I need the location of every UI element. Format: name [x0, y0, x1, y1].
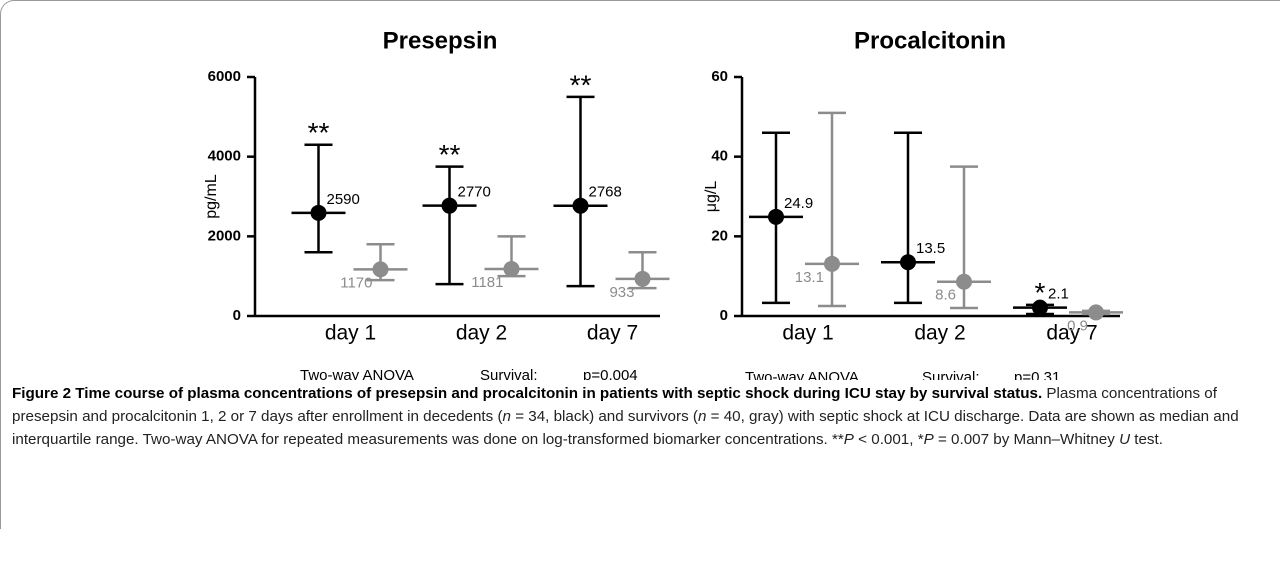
significance-marker: ** — [570, 69, 592, 100]
caption-text: n — [697, 408, 707, 425]
y-tick-label: 2000 — [208, 227, 241, 244]
value-label: 1170 — [340, 274, 372, 291]
median-dot — [956, 273, 972, 290]
median-dot — [1032, 299, 1048, 316]
x-tick-label: day 1 — [782, 322, 833, 345]
y-tick-label: 40 — [711, 148, 728, 165]
stats-text: Survival: — [480, 367, 538, 380]
y-tick-label: 20 — [711, 227, 728, 244]
median-dot — [372, 261, 389, 278]
caption-text: = 40, gray) with septic shock at ICU dis… — [12, 408, 1239, 448]
caption: Figure 2 Time course of plasma concentra… — [12, 382, 1270, 451]
chart-title: Procalcitonin — [854, 27, 1006, 54]
chart-title: Presepsin — [383, 27, 498, 54]
median-dot — [310, 204, 327, 221]
median-dot — [768, 208, 784, 225]
caption-text: Plasma concentrations of presepsin and p… — [12, 385, 1217, 425]
median-dot — [900, 254, 916, 271]
x-tick-label: day 2 — [456, 322, 507, 345]
stats-text: p=0.31 — [1014, 369, 1060, 380]
y-axis-label: pg/mL — [203, 174, 220, 219]
x-tick-label: day 2 — [914, 322, 965, 345]
median-dot — [441, 197, 458, 214]
x-tick-label: day 7 — [587, 322, 638, 345]
y-tick-label: 6000 — [208, 68, 241, 85]
caption-text: P — [923, 431, 934, 448]
stats-text: Survival: — [922, 369, 980, 380]
stats-label: Two-way ANOVA — [300, 367, 414, 380]
stats-text: p=0.004 — [583, 367, 638, 380]
value-label: 1181 — [471, 274, 503, 291]
y-tick-label: 0 — [233, 307, 241, 324]
significance-marker: * — [1035, 277, 1046, 308]
value-label: 2.1 — [1048, 286, 1069, 303]
caption-text: test. — [1130, 431, 1163, 448]
value-label: 2770 — [458, 184, 491, 201]
caption-text: n — [502, 408, 511, 425]
y-axis-label: μg/L — [703, 181, 720, 213]
median-dot — [572, 197, 589, 214]
median-dot — [824, 255, 840, 272]
y-tick-label: 60 — [711, 68, 728, 85]
significance-marker: ** — [439, 139, 461, 170]
median-dot — [1088, 304, 1104, 321]
caption-text: = 34, black) and survivors ( — [510, 408, 698, 425]
y-tick-label: 4000 — [208, 148, 241, 165]
caption-text: = 0.007 by Mann–Whitney — [933, 431, 1120, 448]
caption-text: < 0.001, * — [853, 431, 924, 448]
y-tick-label: 0 — [720, 307, 728, 324]
value-label: 0.9 — [1067, 317, 1088, 334]
value-label: 933 — [609, 284, 634, 301]
stats-label: Two-way ANOVA — [745, 369, 859, 380]
x-tick-label: day 7 — [1046, 322, 1097, 345]
median-dot — [634, 270, 651, 287]
value-label: 13.1 — [795, 269, 824, 286]
caption-title: Figure 2 Time course of plasma concentra… — [12, 385, 1043, 402]
charts: Presepsin pg/mL 0 2000 4000 6000 day 1 day 2 day… — [203, 27, 1123, 380]
caption-text: P — [843, 431, 854, 448]
significance-marker: ** — [308, 117, 330, 148]
value-label: 8.6 — [935, 287, 956, 304]
x-tick-label: day 1 — [325, 322, 376, 345]
value-label: 13.5 — [916, 240, 945, 257]
median-dot — [503, 260, 520, 277]
value-label: 24.9 — [784, 195, 813, 212]
caption-text: U — [1119, 431, 1131, 448]
value-label: 2768 — [589, 184, 622, 201]
figure-frame — [0, 0, 1280, 529]
value-label: 2590 — [327, 191, 360, 208]
